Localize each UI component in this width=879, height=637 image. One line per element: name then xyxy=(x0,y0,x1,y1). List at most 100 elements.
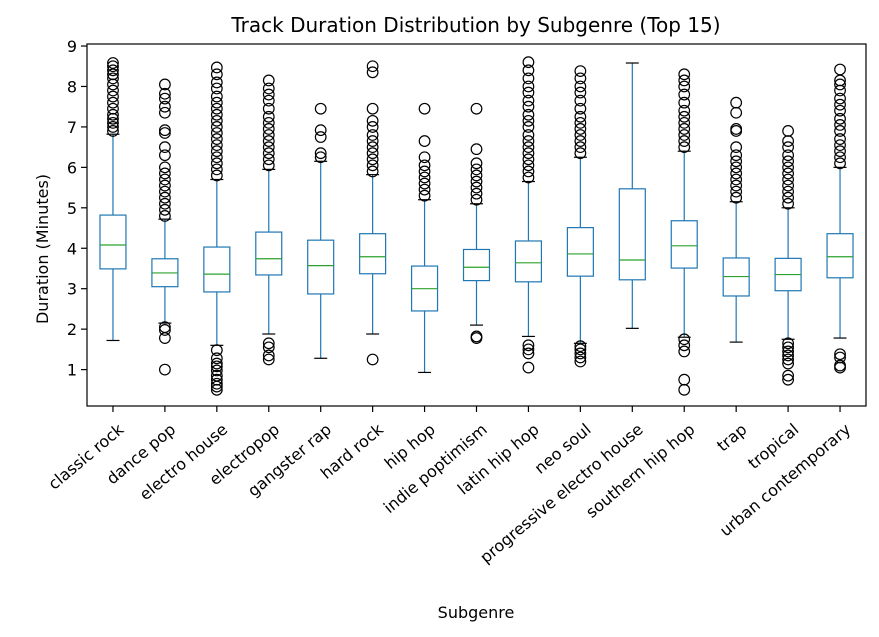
outlier-point xyxy=(730,123,743,135)
iqr-box xyxy=(255,231,283,276)
outlier-point xyxy=(730,185,743,198)
outlier-point xyxy=(418,159,431,172)
outlier-point xyxy=(782,357,794,370)
outlier-point xyxy=(210,139,223,152)
outlier-point xyxy=(262,337,275,350)
outlier-point xyxy=(418,165,431,178)
outlier-point xyxy=(158,363,171,376)
outlier-point xyxy=(678,88,691,101)
outlier-point xyxy=(678,141,691,154)
outlier-point xyxy=(730,141,743,154)
outlier-point xyxy=(678,110,691,123)
outlier-point xyxy=(262,110,275,123)
outlier-point xyxy=(210,163,223,176)
outlier-point xyxy=(158,161,171,174)
y-tick-label: 6 xyxy=(67,158,77,177)
outlier-point xyxy=(834,145,846,158)
outlier-point xyxy=(366,153,379,166)
outlier-point xyxy=(522,108,535,121)
outlier-point xyxy=(470,330,483,343)
outlier-point xyxy=(678,339,691,352)
outlier-point xyxy=(574,102,587,115)
outlier-point xyxy=(107,108,119,121)
y-tick-label: 4 xyxy=(67,239,77,258)
outlier-point xyxy=(522,86,535,99)
box-4 xyxy=(307,102,335,359)
outlier-point xyxy=(522,153,535,166)
outlier-point xyxy=(210,369,223,382)
outlier-point xyxy=(834,348,846,361)
outlier-point xyxy=(522,80,535,93)
box-8 xyxy=(514,56,543,374)
x-tick-label: electro house xyxy=(136,420,231,504)
box-12 xyxy=(722,96,750,343)
outlier-point xyxy=(107,60,119,73)
outlier-point xyxy=(834,157,846,170)
outlier-point xyxy=(574,72,587,85)
outlier-point xyxy=(107,84,119,97)
y-tick-label: 7 xyxy=(67,118,77,137)
outlier-point xyxy=(210,352,223,365)
y-tick-label: 8 xyxy=(67,77,77,96)
outlier-point xyxy=(262,349,275,362)
outlier-point xyxy=(522,129,535,141)
outlier-point xyxy=(470,187,483,200)
outlier-point xyxy=(418,135,431,147)
outlier-point xyxy=(210,157,223,170)
outlier-point xyxy=(210,121,223,133)
outlier-point xyxy=(834,133,846,145)
y-tick-label: 1 xyxy=(67,361,77,380)
outlier-point xyxy=(262,129,275,141)
outlier-point xyxy=(262,147,275,160)
x-tick-label: trap xyxy=(713,420,750,456)
outlier-point xyxy=(210,145,223,158)
outlier-point xyxy=(730,167,743,180)
outlier-point xyxy=(262,141,275,154)
box-13 xyxy=(774,125,802,386)
outlier-point xyxy=(574,123,587,135)
outlier-point xyxy=(574,86,587,99)
outlier-point xyxy=(522,159,535,172)
outlier-point xyxy=(158,191,171,204)
outlier-point xyxy=(834,92,846,105)
outlier-point xyxy=(678,104,691,117)
iqr-box xyxy=(514,240,543,283)
outlier-point xyxy=(158,203,171,216)
outlier-point xyxy=(522,114,535,127)
outlier-point xyxy=(158,185,171,198)
outlier-point xyxy=(418,189,431,202)
outlier-point xyxy=(366,141,379,154)
outlier-point xyxy=(314,147,327,160)
outlier-point xyxy=(107,68,119,81)
outlier-point xyxy=(574,129,587,141)
outlier-point xyxy=(574,351,587,364)
outlier-point xyxy=(574,116,587,129)
outlier-point xyxy=(730,149,743,162)
box-3 xyxy=(255,74,283,366)
outlier-point xyxy=(678,74,691,87)
outlier-point xyxy=(418,183,431,196)
outlier-point xyxy=(522,121,535,133)
outlier-point xyxy=(574,94,587,107)
outlier-point xyxy=(107,96,119,109)
outlier-point xyxy=(262,88,275,101)
iqr-box xyxy=(203,246,231,293)
outlier-point xyxy=(418,151,431,164)
outlier-point xyxy=(678,80,691,93)
outlier-point xyxy=(782,155,794,168)
outlier-point xyxy=(574,141,587,154)
outlier-point xyxy=(210,360,223,373)
outlier-point xyxy=(366,102,379,115)
outlier-point xyxy=(782,197,794,210)
outlier-point xyxy=(366,353,379,366)
y-tick-label: 3 xyxy=(67,280,77,299)
outlier-point xyxy=(470,143,483,156)
outlier-point xyxy=(782,167,794,180)
outlier-point xyxy=(107,121,119,133)
outlier-point xyxy=(107,102,119,115)
outlier-point xyxy=(730,96,743,109)
outlier-point xyxy=(782,353,794,366)
outlier-point xyxy=(574,343,587,356)
outlier-point xyxy=(262,123,275,135)
outlier-point xyxy=(574,147,587,160)
